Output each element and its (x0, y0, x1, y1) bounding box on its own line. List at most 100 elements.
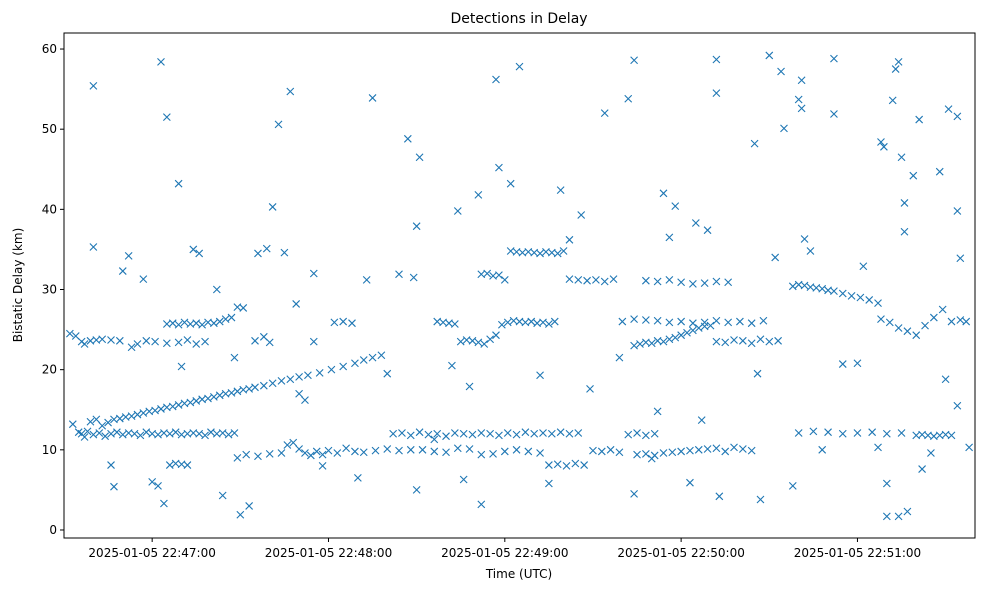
data-point (142, 428, 151, 437)
data-point (539, 318, 547, 327)
data-point (897, 153, 906, 162)
data-point (315, 368, 324, 377)
data-point (259, 381, 268, 390)
data-point (450, 320, 459, 328)
data-point (747, 319, 756, 328)
x-tick-label: 2025-01-05 22:47:00 (88, 546, 215, 560)
data-point (351, 447, 359, 456)
data-point (295, 389, 303, 398)
data-point (565, 275, 574, 283)
data-point (503, 318, 512, 327)
data-point (442, 432, 450, 441)
data-point (730, 443, 738, 452)
data-point (459, 429, 468, 438)
data-point (777, 67, 785, 76)
data-point (230, 353, 239, 362)
data-point (301, 396, 309, 405)
data-point (301, 449, 309, 457)
data-point (283, 441, 292, 449)
data-point (183, 461, 192, 469)
data-point (947, 431, 956, 440)
y-tick-label: 60 (42, 42, 57, 56)
data-point (641, 449, 650, 458)
data-point (721, 447, 730, 456)
data-point (686, 446, 694, 455)
data-point (254, 452, 262, 461)
data-point (110, 482, 118, 491)
data-point (415, 153, 424, 162)
data-point (477, 500, 486, 509)
data-point (600, 109, 609, 118)
data-point (606, 445, 615, 454)
data-point (265, 338, 274, 347)
data-point (204, 394, 212, 403)
chart-title: Detections in Delay (450, 11, 587, 27)
data-point (853, 429, 862, 437)
data-point (406, 431, 415, 440)
data-point (312, 447, 321, 456)
data-point (512, 445, 521, 454)
y-axis-label: Bistatic Delay (km) (11, 228, 25, 343)
data-point (909, 171, 918, 180)
data-point (830, 287, 838, 295)
data-point (765, 337, 774, 346)
data-point (212, 285, 221, 294)
data-point (304, 371, 312, 380)
data-point (703, 445, 712, 453)
data-point (468, 430, 477, 439)
data-point (395, 446, 403, 455)
data-point (624, 430, 633, 439)
data-point (565, 235, 574, 244)
data-point (547, 429, 556, 438)
data-point (107, 461, 115, 469)
x-axis-ticks: 2025-01-05 22:47:00 2025-01-05 22:48:00 20… (88, 538, 921, 560)
data-point (806, 247, 815, 255)
data-point (589, 446, 597, 455)
data-point (882, 479, 891, 488)
data-point (318, 450, 327, 459)
data-point (92, 415, 101, 424)
x-tick-label: 2025-01-05 22:49:00 (441, 546, 568, 560)
data-point (874, 443, 882, 452)
data-points (65, 51, 974, 521)
data-point (921, 321, 929, 330)
data-point (89, 430, 98, 439)
data-point (415, 428, 424, 437)
data-point (139, 409, 148, 417)
data-point (277, 377, 286, 385)
data-point (174, 401, 183, 409)
data-point (636, 340, 644, 348)
data-point (556, 186, 565, 194)
data-point (882, 512, 891, 521)
data-point (115, 336, 124, 345)
data-point (201, 337, 209, 346)
data-point (306, 451, 315, 460)
data-point (236, 510, 245, 519)
data-point (465, 382, 474, 391)
data-point (395, 270, 403, 279)
data-point (633, 450, 641, 459)
data-point (556, 428, 565, 437)
data-point (268, 203, 277, 211)
data-point (953, 112, 962, 121)
data-point (362, 276, 371, 284)
data-point (483, 269, 492, 278)
data-point (403, 134, 412, 143)
data-point (630, 490, 638, 498)
data-point (897, 429, 906, 437)
data-point (938, 305, 947, 314)
data-point (688, 280, 697, 288)
data-point (956, 316, 965, 324)
data-point (136, 431, 145, 440)
data-point (824, 428, 832, 437)
data-point (818, 445, 827, 454)
data-point (339, 317, 348, 326)
data-point (953, 207, 962, 215)
data-point (450, 429, 459, 437)
data-point (433, 429, 442, 438)
data-point (918, 465, 926, 473)
data-point (524, 447, 533, 456)
data-point (818, 284, 827, 293)
data-point (712, 444, 721, 453)
data-point (359, 356, 368, 364)
